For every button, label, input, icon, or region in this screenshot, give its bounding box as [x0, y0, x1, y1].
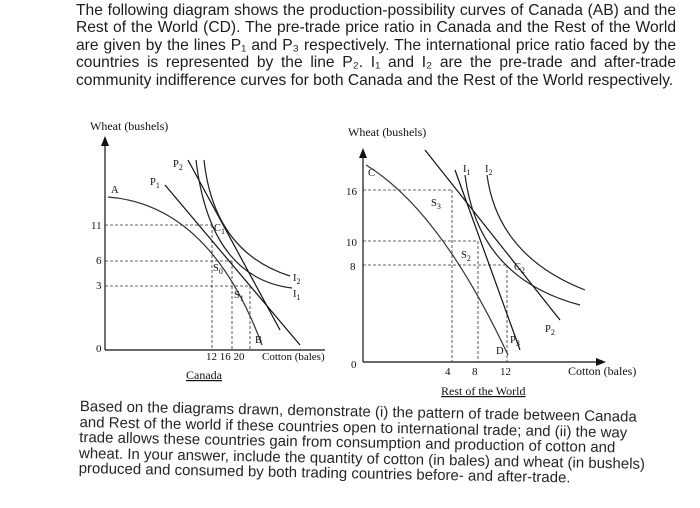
row-price-line-p3: [454, 169, 521, 351]
canada-price-line-p2: [187, 159, 281, 331]
row-caption: Rest of the World: [441, 384, 525, 398]
row-point-d: D: [496, 346, 504, 357]
canada-diagram: Wheat (bushels) Cotton (bales) 12 16 20 …: [90, 119, 325, 382]
canada-point-a: A: [111, 185, 119, 196]
canada-label-p2: P2: [173, 159, 183, 172]
row-ytick-8: 8: [350, 261, 356, 273]
question-outro: Based on the diagrams drawn, demonstrate…: [78, 398, 646, 487]
canada-point-s1: S1: [234, 290, 244, 303]
row-diagram: Wheat (bushels) Cotton (bales) 0 Rest of…: [346, 125, 636, 398]
row-point-c2: C2: [514, 262, 525, 275]
row-ytick-10: 10: [346, 237, 358, 249]
canada-y-axis-label: Wheat (bushels): [90, 119, 168, 133]
row-label-p3: P3: [510, 335, 520, 348]
row-point-c: C: [368, 168, 375, 179]
canada-x-ticks: 12 16 20: [206, 351, 245, 363]
row-ppc-cd: [365, 164, 509, 356]
row-price-line-p2: [424, 149, 561, 321]
canada-caption: Canada: [186, 368, 223, 382]
canada-label-p1: P1: [150, 177, 160, 190]
row-label-i2: I2: [485, 164, 493, 177]
canada-origin: 0: [96, 343, 102, 355]
canada-indifference-i2: [203, 159, 291, 277]
canada-price-line-p1: [164, 184, 301, 346]
canada-label-i2: I2: [293, 273, 301, 286]
row-xtick-4: 4: [445, 366, 451, 378]
row-indifference-i1: [464, 174, 581, 306]
question-intro: The following diagram shows the producti…: [76, 2, 676, 89]
canada-x-axis-label: Cotton (bales): [262, 351, 325, 363]
row-y-axis-label: Wheat (bushels): [348, 125, 426, 139]
canada-ytick-3: 3: [96, 280, 102, 292]
canada-label-i1: I1: [293, 289, 301, 302]
row-indifference-i2: [486, 174, 586, 291]
canada-ytick-6: 6: [96, 255, 102, 267]
row-origin: 0: [351, 359, 357, 371]
canada-point-c1: C1: [214, 223, 225, 236]
row-point-s3: S3: [431, 198, 441, 211]
canada-ytick-11: 11: [91, 220, 102, 232]
canada-indifference-i1: [195, 159, 293, 289]
row-label-i1: I1: [463, 164, 471, 177]
canada-ppc-ab: [107, 196, 263, 346]
row-point-s2: S2: [461, 250, 471, 263]
row-xtick-12: 12: [500, 366, 511, 378]
row-label-p2: P2: [545, 324, 555, 337]
canada-point-s0: S0: [213, 263, 223, 276]
row-ytick-16: 16: [346, 186, 358, 198]
canada-point-b: B: [255, 335, 262, 346]
row-xtick-8: 8: [472, 366, 478, 378]
row-x-axis-label: Cotton (bales): [568, 364, 636, 378]
